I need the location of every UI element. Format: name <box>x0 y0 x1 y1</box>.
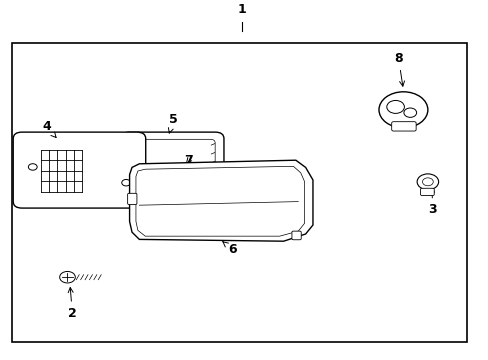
FancyBboxPatch shape <box>420 188 433 195</box>
Text: 6: 6 <box>223 242 236 256</box>
Polygon shape <box>181 182 195 189</box>
Circle shape <box>28 164 37 170</box>
Circle shape <box>416 174 438 190</box>
Polygon shape <box>136 166 304 236</box>
Polygon shape <box>129 160 312 241</box>
FancyBboxPatch shape <box>127 193 137 204</box>
Text: 4: 4 <box>42 120 56 138</box>
Bar <box>12 43 466 342</box>
FancyBboxPatch shape <box>291 231 301 240</box>
Circle shape <box>122 179 130 186</box>
Text: 5: 5 <box>168 113 178 133</box>
Ellipse shape <box>178 165 198 184</box>
Text: 1: 1 <box>237 3 246 16</box>
Circle shape <box>378 92 427 128</box>
Circle shape <box>386 100 404 113</box>
Text: 3: 3 <box>427 188 436 216</box>
Text: 8: 8 <box>393 52 404 86</box>
Circle shape <box>403 108 416 117</box>
FancyBboxPatch shape <box>129 139 215 195</box>
Circle shape <box>422 178 432 186</box>
FancyBboxPatch shape <box>13 132 145 208</box>
FancyBboxPatch shape <box>121 132 224 203</box>
FancyBboxPatch shape <box>391 122 415 131</box>
Text: 2: 2 <box>68 288 77 320</box>
Text: 7: 7 <box>183 154 192 167</box>
Circle shape <box>60 271 75 283</box>
